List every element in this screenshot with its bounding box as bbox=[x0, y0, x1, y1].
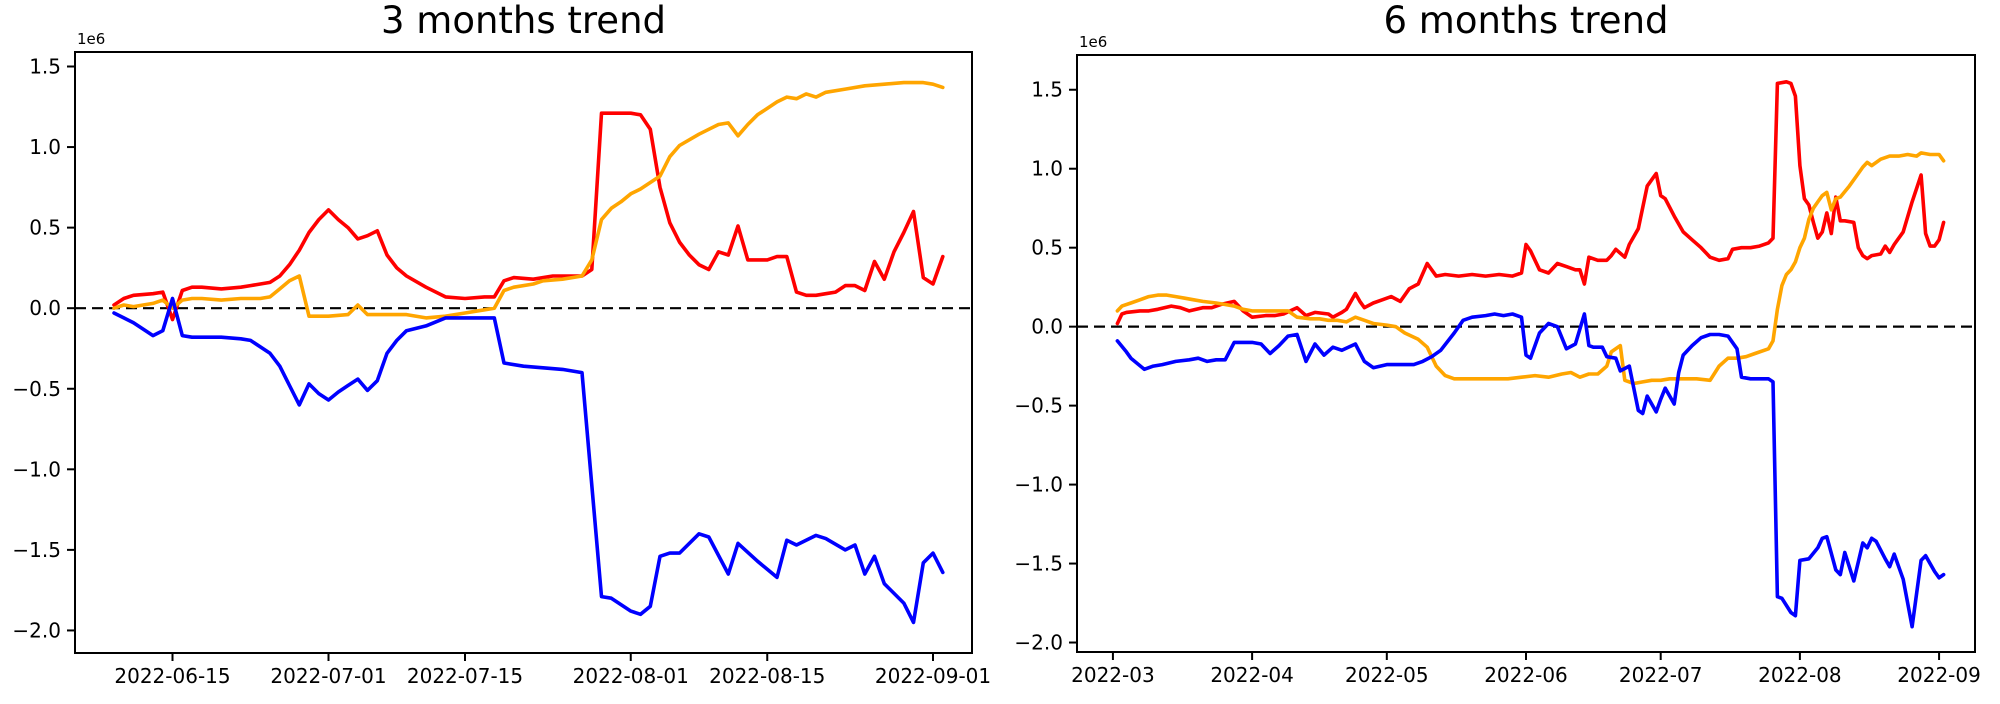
y-tick-label: −1.0 bbox=[1014, 473, 1063, 497]
orange-series-line bbox=[112, 80, 945, 320]
y-tick-label: −1.5 bbox=[1014, 552, 1063, 576]
y-tick-label: −0.5 bbox=[12, 377, 61, 401]
x-tick-label: 2022-04 bbox=[1210, 663, 1294, 687]
y-tick-label: 1.5 bbox=[29, 55, 61, 79]
plot-spines bbox=[74, 51, 973, 654]
y-tick-label: −2.0 bbox=[12, 618, 61, 642]
y-axis-offset-label: 1e6 bbox=[77, 30, 105, 48]
y-tick-label: 0.5 bbox=[1031, 236, 1063, 260]
y-tick-label: −1.5 bbox=[12, 538, 61, 562]
x-tick-label: 2022-08-15 bbox=[709, 664, 825, 688]
chart-panel-3-months: 3 months trend 1e6 1.5 1.0 0.5 0.0 −0.5 −1.0 −1.… bbox=[12, 0, 991, 688]
x-tick-label: 2022-09 bbox=[1897, 663, 1981, 687]
orange-series-line bbox=[1115, 151, 1946, 386]
x-tick-label: 2022-05 bbox=[1345, 663, 1429, 687]
blue-series-line bbox=[1115, 312, 1946, 629]
x-tick-label: 2022-06-15 bbox=[114, 664, 230, 688]
x-tick-label: 2022-07-01 bbox=[270, 664, 386, 688]
x-tick-label: 2022-09-01 bbox=[875, 664, 991, 688]
y-axis-offset-label: 1e6 bbox=[1079, 33, 1107, 51]
y-tick-label: −1.0 bbox=[12, 457, 61, 481]
chart-title: 6 months trend bbox=[1383, 0, 1668, 42]
blue-series-line bbox=[112, 296, 945, 625]
x-tick-label: 2022-06 bbox=[1484, 663, 1568, 687]
x-tick-label: 2022-07-15 bbox=[407, 664, 523, 688]
y-tick-label: −0.5 bbox=[1014, 394, 1063, 418]
y-tick-label: 0.0 bbox=[29, 296, 61, 320]
y-tick-label: 1.0 bbox=[29, 135, 61, 159]
chart-title: 3 months trend bbox=[381, 0, 666, 42]
y-tick-label: 0.5 bbox=[29, 216, 61, 240]
y-tick-label: 1.0 bbox=[1031, 157, 1063, 181]
y-tick-label: 0.0 bbox=[1031, 315, 1063, 339]
red-series-line bbox=[1115, 80, 1946, 326]
x-tick-label: 2022-03 bbox=[1071, 663, 1155, 687]
x-tick-label: 2022-08 bbox=[1758, 663, 1842, 687]
x-tick-label: 2022-07 bbox=[1619, 663, 1703, 687]
red-series-line bbox=[112, 111, 945, 322]
chart-panel-6-months: 6 months trend 1e6 1.5 1.0 0.5 0.0 −0.5 −1.0 −1.… bbox=[1014, 0, 1980, 687]
y-tick-label: −2.0 bbox=[1014, 631, 1063, 655]
x-tick-label: 2022-08-01 bbox=[573, 664, 689, 688]
y-tick-label: 1.5 bbox=[1031, 78, 1063, 102]
